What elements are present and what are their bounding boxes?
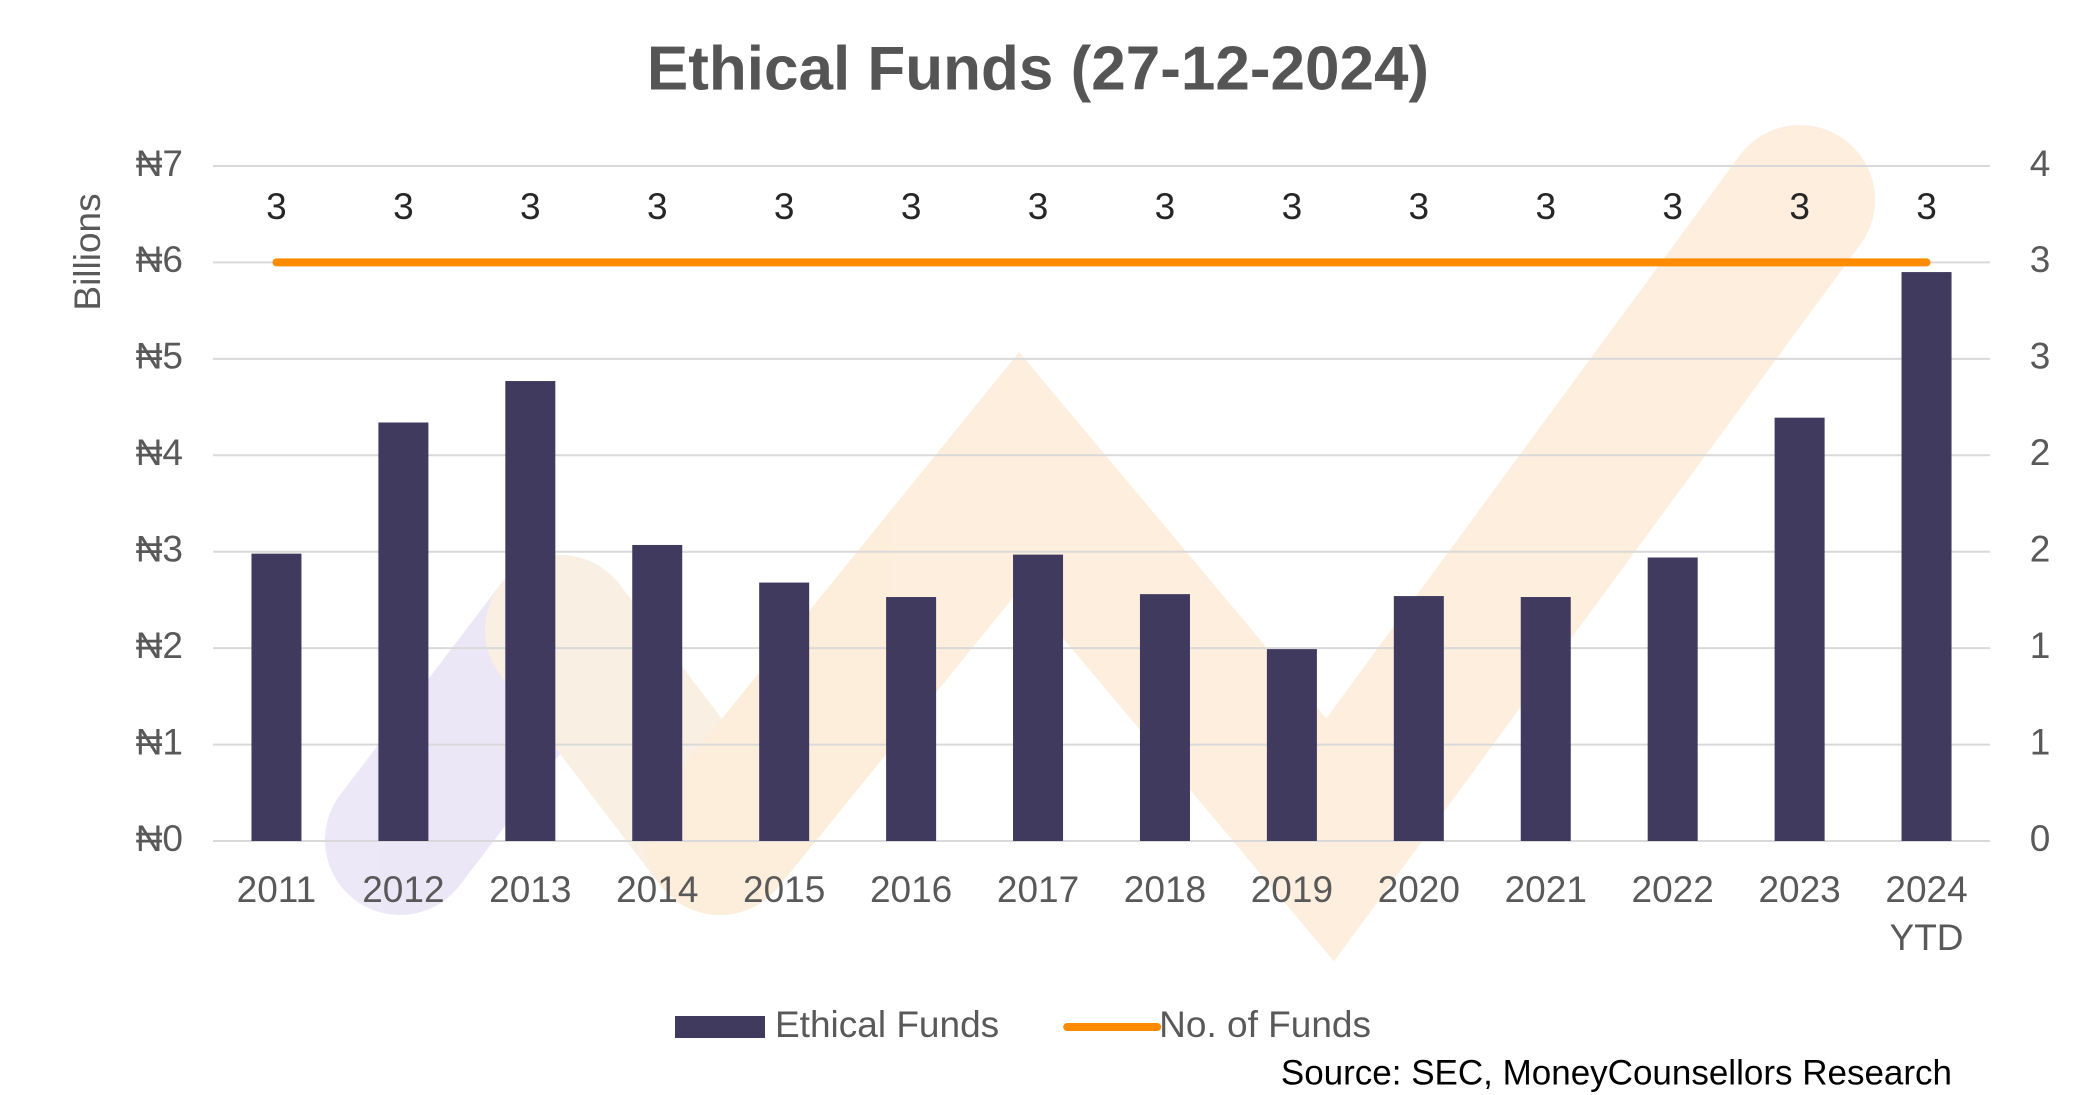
bar	[1647, 557, 1698, 841]
y2-tick-label: 3	[2030, 336, 2051, 377]
legend-swatch	[675, 1016, 765, 1038]
bar	[1139, 594, 1190, 841]
x-tick-label: 2015	[743, 869, 826, 910]
data-label: 3	[1028, 186, 1049, 227]
y2-tick-label: 0	[2030, 818, 2051, 859]
bar	[505, 381, 556, 841]
y-tick-label: ₦0	[136, 818, 183, 859]
data-label: 3	[393, 186, 414, 227]
data-label: 3	[1535, 186, 1556, 227]
bar	[886, 597, 937, 841]
bar	[632, 544, 683, 841]
y-tick-label: ₦6	[136, 239, 183, 280]
y2-tick-label: 1	[2030, 625, 2051, 666]
bar	[1901, 272, 1952, 842]
y2-tick-label: 2	[2030, 432, 2051, 473]
x-tick-label: 2013	[489, 869, 572, 910]
x-tick-label: 2024 YTD	[1885, 869, 1968, 958]
y-axis-label: Billions	[67, 193, 108, 310]
data-label: 3	[774, 186, 795, 227]
legend-label: Ethical Funds	[775, 1004, 999, 1045]
data-label: 3	[1662, 186, 1683, 227]
y-tick-label: ₦1	[136, 721, 183, 762]
data-label: 3	[1916, 186, 1937, 227]
y2-tick-label: 2	[2030, 528, 2051, 569]
data-label: 3	[266, 186, 287, 227]
data-label: 3	[1155, 186, 1176, 227]
bar	[378, 422, 429, 841]
y-tick-label: ₦3	[136, 528, 183, 569]
x-tick-label: 2020	[1377, 869, 1460, 910]
x-tick-label: 2016	[869, 869, 953, 910]
data-label: 3	[901, 186, 922, 227]
x-tick-label: 2022	[1631, 869, 1714, 910]
bar	[1266, 649, 1317, 841]
source-note: Source: SEC, MoneyCounsellors Research	[1281, 1053, 1952, 1092]
y2-tick-label: 1	[2030, 721, 2051, 762]
x-tick-label: 2012	[362, 869, 445, 910]
bar	[1774, 417, 1825, 841]
data-label: 3	[520, 186, 541, 227]
data-label: 3	[1789, 186, 1810, 227]
bar	[251, 553, 302, 841]
x-tick-label: 2014	[616, 869, 699, 910]
y-tick-label: ₦2	[136, 625, 183, 666]
x-tick-label: 2017	[996, 869, 1080, 910]
x-tick-label: 2018	[1123, 869, 1207, 910]
data-label: 3	[1409, 186, 1430, 227]
data-label: 3	[1282, 186, 1303, 227]
bar	[1520, 597, 1571, 841]
x-tick-label: 2011	[236, 869, 317, 910]
y2-tick-label: 3	[2030, 239, 2051, 280]
x-tick-label: 2021	[1504, 869, 1587, 910]
y2-tick-label: 4	[2030, 143, 2051, 184]
y-tick-label: ₦7	[136, 143, 183, 184]
legend-label: No. of Funds	[1159, 1004, 1371, 1045]
data-label: 3	[647, 186, 668, 227]
y-tick-label: ₦4	[136, 432, 183, 473]
bar	[759, 582, 810, 841]
y-tick-label: ₦5	[136, 336, 183, 377]
x-tick-label: 2019	[1250, 869, 1334, 910]
bar	[1013, 554, 1064, 841]
x-tick-label: 2023	[1758, 869, 1841, 910]
bar	[1393, 596, 1444, 841]
chart-title: Ethical Funds (27-12-2024)	[647, 34, 1429, 103]
